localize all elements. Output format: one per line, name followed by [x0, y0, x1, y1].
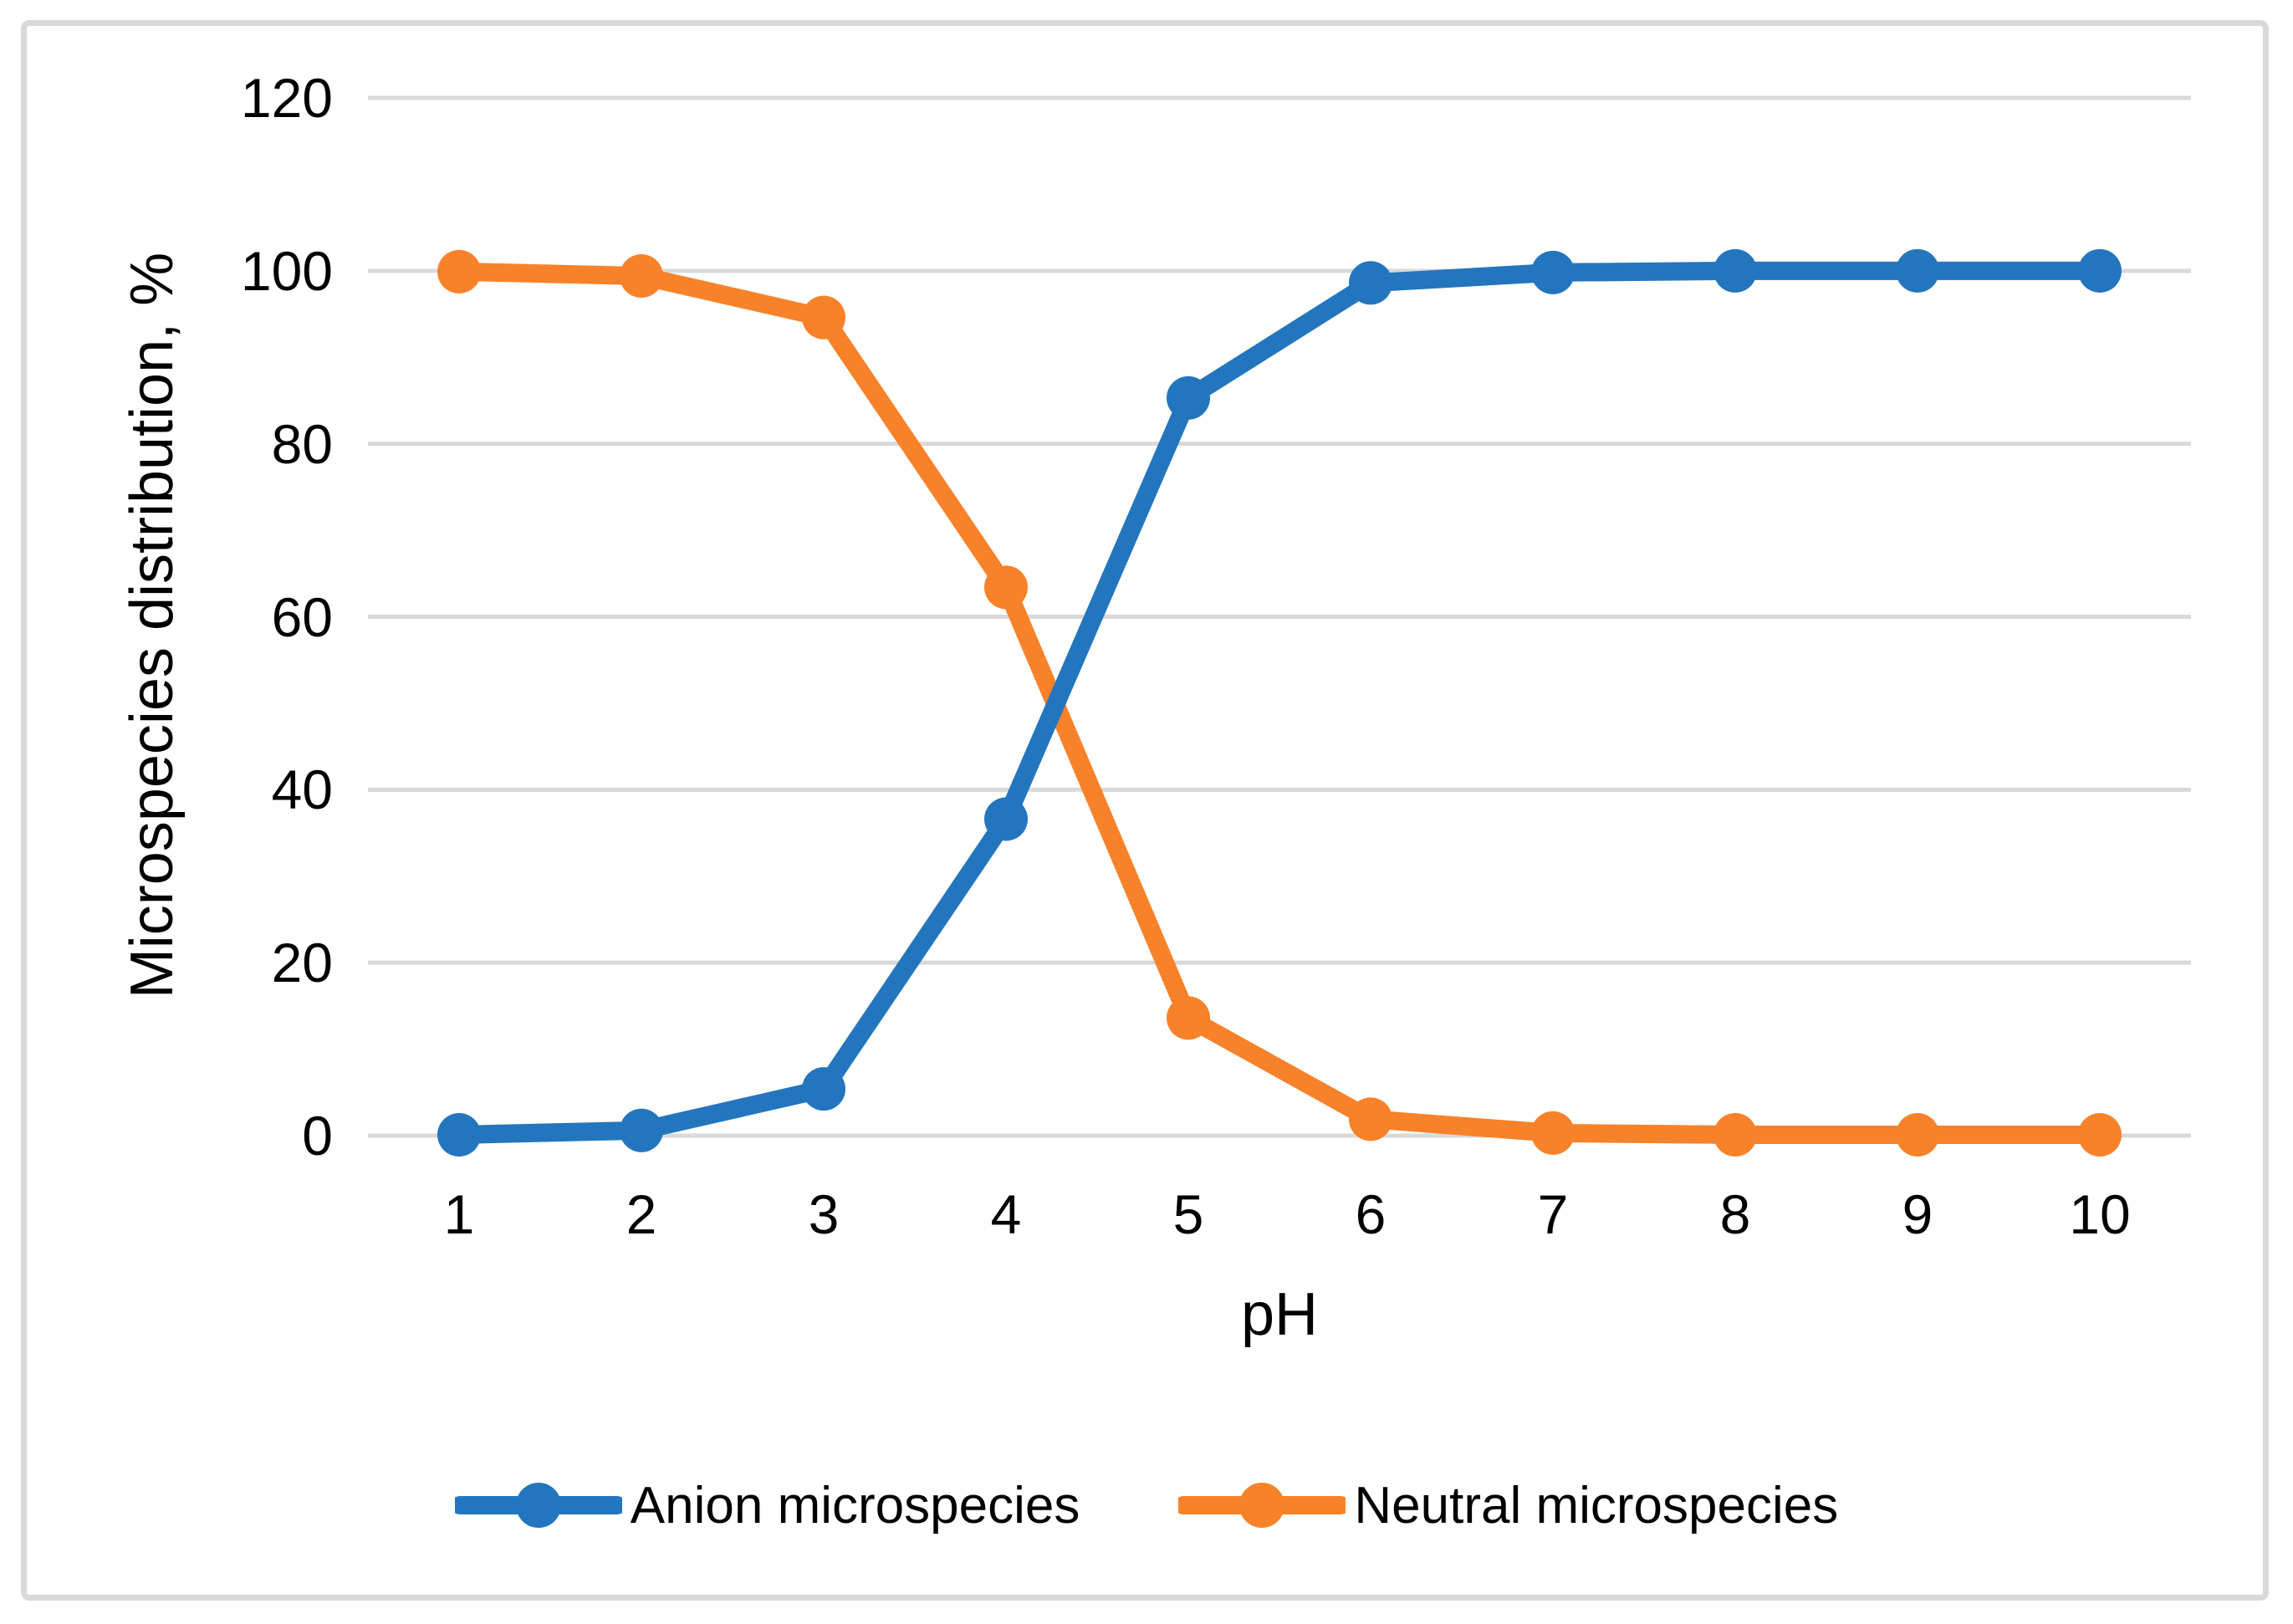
legend-item-neutral: Neutral microspecies [1178, 1476, 1838, 1535]
y-tick-label: 40 [271, 758, 333, 821]
data-point [1167, 996, 1210, 1040]
data-point [1167, 375, 1210, 420]
x-tick-label: 5 [1172, 1183, 1204, 1245]
x-tick-label: 2 [626, 1183, 657, 1245]
y-tick-label: 20 [271, 932, 333, 994]
data-point [1531, 250, 1575, 294]
data-point [620, 1108, 663, 1152]
chart-legend: Anion microspecies Neutral microspecies [0, 1450, 2293, 1560]
x-tick-label: 7 [1537, 1183, 1569, 1245]
data-point [984, 565, 1028, 610]
data-point [620, 254, 663, 299]
legend-label-neutral: Neutral microspecies [1354, 1476, 1839, 1535]
legend-item-anion: Anion microspecies [454, 1476, 1080, 1535]
legend-marker-anion [454, 1483, 622, 1528]
data-point [802, 1067, 845, 1111]
series-line-1 [450, 262, 2109, 1144]
data-point [1349, 261, 1392, 305]
data-point [437, 1112, 481, 1157]
y-axis-title: Microspecies distribution, % [119, 252, 186, 999]
chart-frame [21, 20, 2269, 1601]
data-point [1713, 248, 1757, 293]
y-tick-label: 120 [240, 67, 333, 129]
x-tick-label: 10 [2069, 1183, 2131, 1245]
legend-label-anion: Anion microspecies [630, 1476, 1080, 1535]
y-tick-label: 100 [240, 239, 333, 302]
x-tick-label: 4 [990, 1183, 1022, 1245]
x-axis-title: pH [1240, 1281, 1319, 1348]
data-point [1713, 1112, 1757, 1157]
data-point [1896, 248, 1939, 293]
data-point [1531, 1111, 1575, 1155]
data-point [802, 295, 845, 340]
data-point [437, 249, 481, 294]
data-point [1896, 1112, 1939, 1157]
x-tick-label: 3 [808, 1183, 840, 1245]
y-tick-label: 80 [271, 412, 333, 475]
x-tick-label: 8 [1719, 1183, 1751, 1245]
data-point [2078, 1112, 2122, 1157]
y-tick-label: 0 [302, 1105, 333, 1167]
data-point [2078, 248, 2122, 293]
series-line-0 [450, 261, 2109, 1144]
x-tick-label: 9 [1902, 1183, 1933, 1245]
y-tick-label: 60 [271, 585, 333, 648]
legend-marker-neutral [1178, 1483, 1346, 1528]
x-tick-label: 6 [1355, 1183, 1387, 1245]
data-point [1349, 1097, 1392, 1141]
x-tick-label: 1 [443, 1183, 475, 1245]
data-point [984, 797, 1028, 841]
